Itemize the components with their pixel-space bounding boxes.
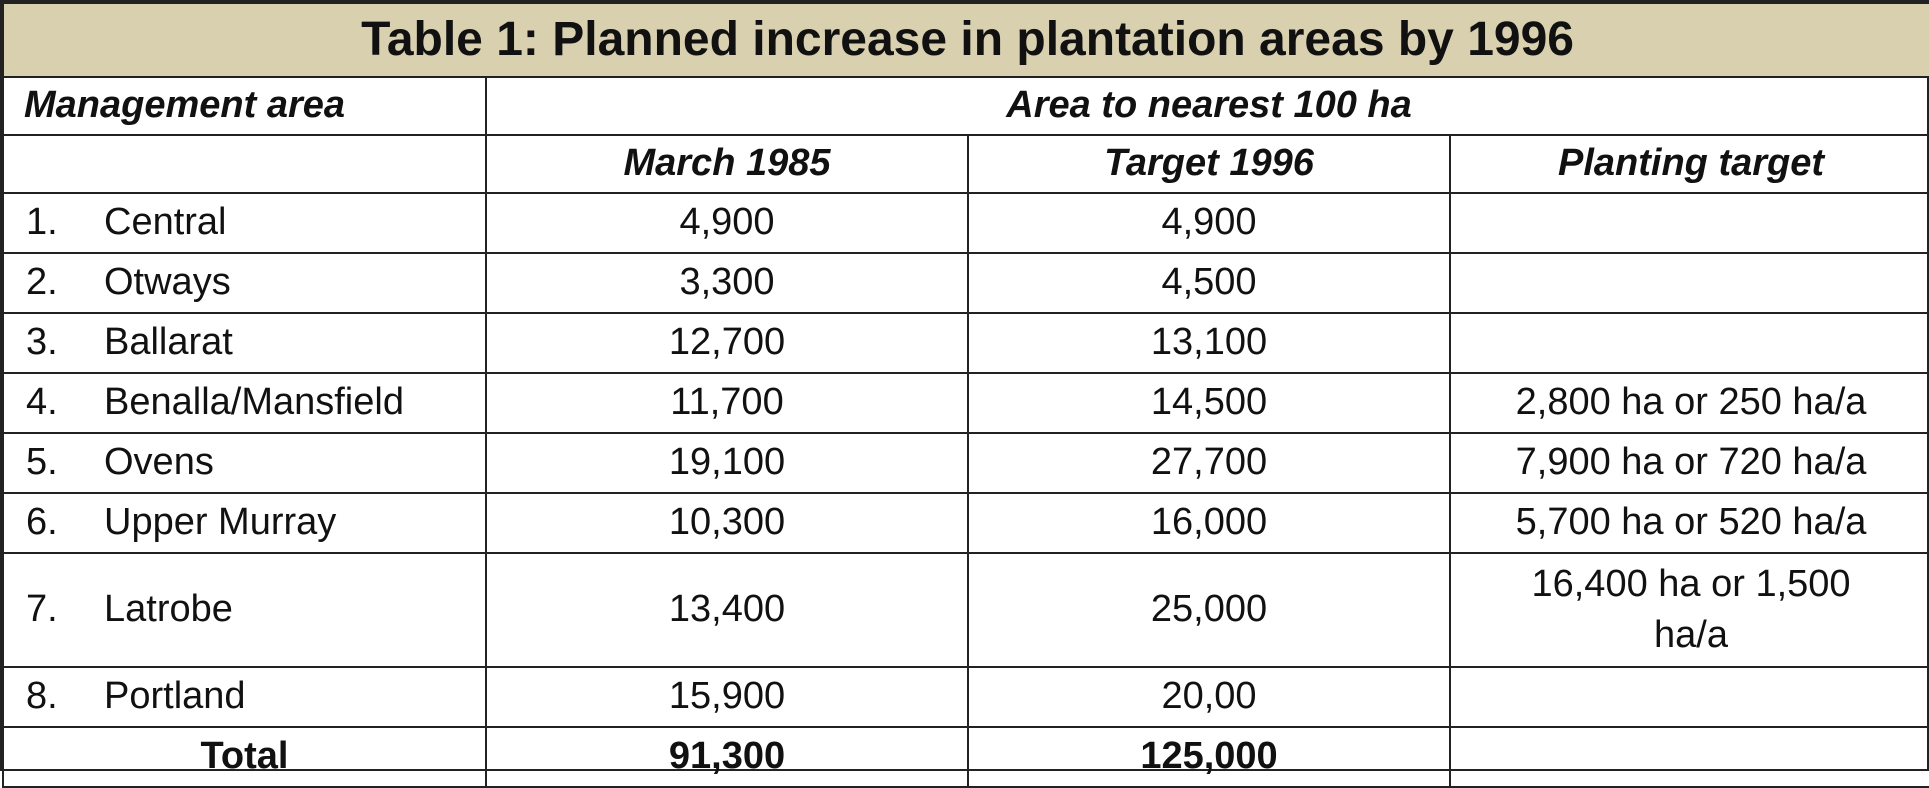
table-row: 5. Ovens 19,100 27,700 7,900 ha or 720 ha… (2, 432, 1929, 494)
target-1996-cell: 13,100 (967, 312, 1451, 374)
row-number: 5. (26, 441, 58, 484)
area-name: Ballarat (104, 321, 233, 364)
area-name: Upper Murray (104, 501, 337, 544)
march-1985-cell: 11,700 (485, 372, 969, 434)
title-row: Table 1: Planned increase in plantation … (1, 2, 1929, 78)
planting-target-text: 16,400 ha or 1,500 ha/a (1531, 562, 1851, 656)
planting-target-cell (1448, 666, 1929, 728)
total-row: Total 91,300 125,000 (2, 726, 1929, 788)
row-number: 1. (26, 201, 58, 244)
table-row: 8. Portland 15,900 20,00 (2, 666, 1929, 728)
target-1996-cell: 4,500 (967, 252, 1451, 314)
march-1985-cell: 15,900 (485, 666, 969, 728)
planting-target-cell (1448, 192, 1929, 254)
header-row-1: Management area Area to nearest 100 ha (2, 76, 1929, 136)
planting-target-cell (1448, 312, 1929, 374)
area-name: Ovens (104, 441, 214, 484)
row-number: 8. (26, 675, 58, 718)
march-1985-cell: 13,400 (485, 552, 969, 668)
header-march-1985: March 1985 (485, 134, 969, 194)
total-planting-target (1448, 726, 1929, 788)
table-row: 6. Upper Murray 10,300 16,000 5,700 ha or… (2, 492, 1929, 554)
header-management-area: Management area (2, 76, 487, 136)
march-1985-cell: 19,100 (485, 432, 969, 494)
target-1996-cell: 20,00 (967, 666, 1451, 728)
table-row: 3. Ballarat 12,700 13,100 (2, 312, 1929, 374)
target-1996-cell: 4,900 (967, 192, 1451, 254)
area-name: Benalla/Mansfield (104, 381, 404, 424)
table-row: 1. Central 4,900 4,900 (2, 192, 1929, 254)
planting-target-cell: 2,800 ha or 250 ha/a (1448, 372, 1929, 434)
march-1985-cell: 12,700 (485, 312, 969, 374)
header-planting-target: Planting target (1448, 134, 1929, 194)
table-row: 2. Otways 3,300 4,500 (2, 252, 1929, 314)
row-number: 4. (26, 381, 58, 424)
area-name: Central (104, 201, 227, 244)
table-title: Table 1: Planned increase in plantation … (1, 2, 1929, 78)
management-area-cell: 8. Portland (2, 666, 487, 728)
row-number: 6. (26, 501, 58, 544)
management-area-cell: 7. Latrobe (2, 552, 487, 668)
header-target-1996: Target 1996 (967, 134, 1451, 194)
management-area-cell: 1. Central (2, 192, 487, 254)
management-area-cell: 3. Ballarat (2, 312, 487, 374)
management-area-cell: 6. Upper Murray (2, 492, 487, 554)
target-1996-cell: 14,500 (967, 372, 1451, 434)
target-1996-cell: 27,700 (967, 432, 1451, 494)
march-1985-cell: 10,300 (485, 492, 969, 554)
planting-target-cell (1448, 252, 1929, 314)
planting-target-cell: 7,900 ha or 720 ha/a (1448, 432, 1929, 494)
table-row: 7. Latrobe 13,400 25,000 16,400 ha or 1,5… (2, 552, 1929, 668)
target-1996-cell: 25,000 (967, 552, 1451, 668)
header-empty-cell (2, 134, 487, 194)
management-area-cell: 5. Ovens (2, 432, 487, 494)
row-number: 7. (26, 588, 58, 631)
header-row-2: March 1985 Target 1996 Planting target (2, 134, 1929, 194)
area-name: Portland (104, 675, 246, 718)
planting-target-cell: 16,400 ha or 1,500 ha/a (1448, 552, 1929, 668)
march-1985-cell: 4,900 (485, 192, 969, 254)
management-area-cell: 2. Otways (2, 252, 487, 314)
area-name: Latrobe (104, 588, 233, 631)
target-1996-cell: 16,000 (967, 492, 1451, 554)
row-number: 2. (26, 261, 58, 304)
total-target-1996: 125,000 (967, 726, 1451, 788)
table-row: 4. Benalla/Mansfield 11,700 14,500 2,800 … (2, 372, 1929, 434)
total-label: Total (2, 726, 487, 788)
total-march-1985: 91,300 (485, 726, 969, 788)
march-1985-cell: 3,300 (485, 252, 969, 314)
planting-target-cell: 5,700 ha or 520 ha/a (1448, 492, 1929, 554)
header-area-group: Area to nearest 100 ha (484, 76, 1929, 136)
management-area-cell: 4. Benalla/Mansfield (2, 372, 487, 434)
row-number: 3. (26, 321, 58, 364)
area-name: Otways (104, 261, 231, 304)
